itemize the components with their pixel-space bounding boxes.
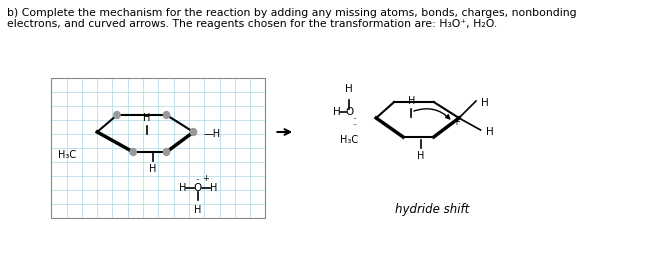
Text: electrons, and curved arrows. The reagents chosen for the transformation are: H₃: electrons, and curved arrows. The reagen… bbox=[7, 19, 497, 29]
Circle shape bbox=[163, 112, 170, 119]
Circle shape bbox=[163, 148, 170, 156]
Text: b) Complete the mechanism for the reaction by adding any missing atoms, bonds, c: b) Complete the mechanism for the reacti… bbox=[7, 8, 577, 18]
Text: H: H bbox=[149, 164, 157, 174]
Text: O: O bbox=[194, 183, 202, 193]
FancyArrowPatch shape bbox=[414, 109, 449, 119]
Text: H: H bbox=[407, 96, 415, 106]
Text: H: H bbox=[486, 127, 494, 137]
Circle shape bbox=[114, 112, 120, 119]
Text: +: + bbox=[452, 117, 460, 127]
Text: ··: ·· bbox=[352, 115, 357, 124]
Text: —H: —H bbox=[203, 129, 220, 139]
Circle shape bbox=[190, 129, 197, 136]
Text: H: H bbox=[143, 113, 151, 123]
Text: H₃C: H₃C bbox=[59, 150, 76, 160]
Circle shape bbox=[130, 148, 136, 156]
Text: H: H bbox=[333, 107, 340, 117]
Text: H: H bbox=[417, 151, 425, 161]
Text: H: H bbox=[345, 84, 353, 94]
Text: hydride shift: hydride shift bbox=[395, 204, 469, 217]
Text: O: O bbox=[345, 107, 353, 117]
Bar bbox=[51, 78, 265, 218]
Text: ··: ·· bbox=[195, 177, 200, 183]
Text: H: H bbox=[482, 98, 489, 108]
Text: H: H bbox=[210, 183, 217, 193]
Text: H: H bbox=[194, 205, 201, 215]
Text: H: H bbox=[179, 183, 186, 193]
Text: H₃C: H₃C bbox=[340, 135, 358, 145]
Text: ··: ·· bbox=[352, 121, 357, 130]
Text: +: + bbox=[203, 174, 209, 183]
